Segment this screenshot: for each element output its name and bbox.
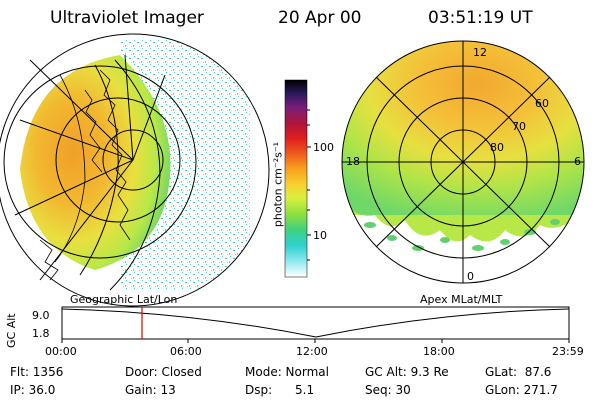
timeline-y-tick-1.8: 1.8: [32, 327, 50, 340]
info-gain: Gain: 13: [125, 383, 176, 397]
colorbar-tick-100: 100: [313, 141, 334, 154]
info-glon: GLon: 271.7: [485, 383, 558, 397]
info-mode: Mode: Normal: [245, 365, 329, 379]
info-dsp: Dsp: 5.1: [245, 383, 315, 397]
left-panel-label: Geographic Lat/Lon: [70, 293, 178, 306]
mlat-label-80: 80: [490, 141, 504, 154]
right-panel-label: Apex MLat/MLT: [420, 293, 503, 306]
info-door: Door: Closed: [125, 365, 202, 379]
info-flt: Flt: 1356: [10, 365, 64, 379]
timeline-x-tick-2359: 23:59: [552, 345, 584, 358]
mlat-label-60: 60: [535, 97, 549, 110]
timeline-x-tick-0000: 00:00: [45, 345, 77, 358]
timeline-x-tick-0600: 06:00: [170, 345, 202, 358]
app-title: Ultraviolet Imager: [50, 8, 204, 28]
info-glat: GLat: 87.6: [485, 365, 552, 379]
header-date: 20 Apr 00: [278, 8, 362, 28]
info-seq: Seq: 30: [365, 383, 411, 397]
mlt-label-6: 6: [574, 155, 581, 168]
info-gc-alt: GC Alt: 9.3 Re: [365, 365, 449, 379]
info-ip: IP: 36.0: [10, 383, 56, 397]
timeline-x-tick-1200: 12:00: [296, 345, 328, 358]
colorbar-tick-10: 10: [313, 229, 327, 242]
header-time: 03:51:19 UT: [428, 8, 533, 28]
mlt-label-0: 0: [467, 270, 474, 283]
timeline-x-tick-1800: 18:00: [423, 345, 455, 358]
timeline-y-label: GC Alt: [5, 313, 18, 348]
mlat-label-70: 70: [512, 120, 526, 133]
mlt-label-18: 18: [346, 155, 360, 168]
mlt-label-12: 12: [473, 46, 487, 59]
timeline-y-tick-9: 9.0: [32, 309, 50, 322]
